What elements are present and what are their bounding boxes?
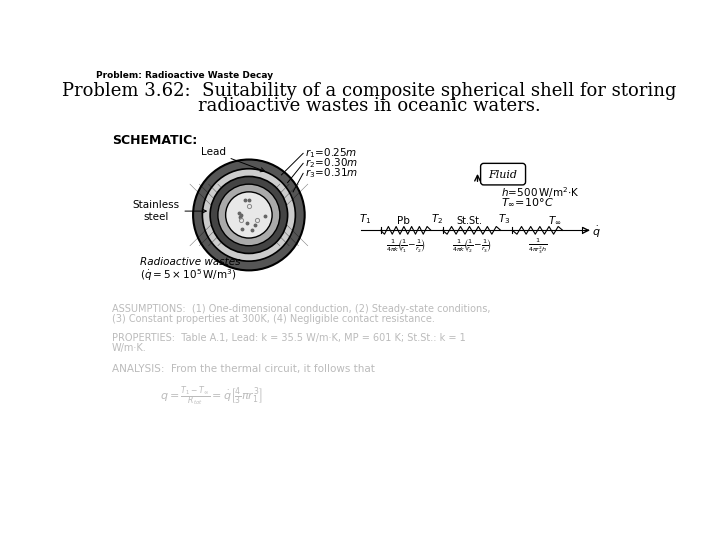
Text: $\frac{1}{4\pi k}\!\left(\!\frac{1}{r_2}\!-\!\frac{1}{r_3}\!\right)$: $\frac{1}{4\pi k}\!\left(\!\frac{1}{r_2}…	[452, 237, 492, 253]
Text: Lead: Lead	[201, 147, 265, 172]
Text: Radioactive wastes: Radioactive wastes	[140, 257, 241, 267]
Text: $T_2$: $T_2$	[431, 213, 444, 226]
Text: Pb: Pb	[397, 217, 410, 226]
Circle shape	[218, 184, 280, 246]
Text: W/m·K.: W/m·K.	[112, 343, 146, 353]
FancyBboxPatch shape	[481, 164, 526, 185]
Text: radioactive wastes in oceanic waters.: radioactive wastes in oceanic waters.	[197, 97, 541, 115]
Text: $T_3$: $T_3$	[498, 213, 510, 226]
Circle shape	[210, 177, 287, 253]
Text: (3) Constant properties at 300K, (4) Negligible contact resistance.: (3) Constant properties at 300K, (4) Neg…	[112, 314, 435, 323]
Text: SCHEMATIC:: SCHEMATIC:	[112, 134, 197, 147]
Circle shape	[225, 192, 272, 238]
Text: $T_1$: $T_1$	[359, 213, 372, 226]
Text: $h\!=\!500\,\mathrm{W/m^2{\cdot}K}$: $h\!=\!500\,\mathrm{W/m^2{\cdot}K}$	[500, 186, 580, 200]
Text: $(\dot{q}=5\times10^5\,\mathrm{W/m^3})$: $(\dot{q}=5\times10^5\,\mathrm{W/m^3})$	[140, 267, 237, 283]
Text: St.St.: St.St.	[456, 217, 482, 226]
Circle shape	[202, 169, 295, 261]
Text: Fluid: Fluid	[489, 170, 518, 180]
Text: $T_{\infty}\!=\!10°C$: $T_{\infty}\!=\!10°C$	[500, 195, 554, 207]
Text: ANALYSIS:  From the thermal circuit, it follows that: ANALYSIS: From the thermal circuit, it f…	[112, 363, 374, 374]
Text: Problem 3.62:  Suitability of a composite spherical shell for storing: Problem 3.62: Suitability of a composite…	[62, 82, 676, 100]
Text: $T_{\infty}$: $T_{\infty}$	[548, 215, 562, 226]
Text: ASSUMPTIONS:  (1) One-dimensional conduction, (2) Steady-state conditions,: ASSUMPTIONS: (1) One-dimensional conduct…	[112, 303, 490, 314]
Text: $r_2\!=\!0.30m$: $r_2\!=\!0.30m$	[305, 157, 358, 170]
Text: Stainless
steel: Stainless steel	[132, 200, 206, 222]
Text: PROPERTIES:  Table A.1, Lead: k = 35.5 W/m·K, MP = 601 K; St.St.: k = 1: PROPERTIES: Table A.1, Lead: k = 35.5 W/…	[112, 333, 465, 343]
Text: $\frac{1}{4\pi k}\!\left(\!\frac{1}{r_1}\!-\!\frac{1}{r_2}\!\right)$: $\frac{1}{4\pi k}\!\left(\!\frac{1}{r_1}…	[387, 237, 426, 253]
Text: $\frac{1}{4\pi r_3^2 h}$: $\frac{1}{4\pi r_3^2 h}$	[528, 237, 548, 256]
Circle shape	[193, 159, 305, 271]
Text: $r_3\!=\!0.31m$: $r_3\!=\!0.31m$	[305, 166, 358, 180]
Text: $q = \frac{T_1 - T_{\infty}}{R_{tot}} = \dot{q}\left[\frac{4}{3}\pi r_1^3\right]: $q = \frac{T_1 - T_{\infty}}{R_{tot}} = …	[160, 384, 262, 408]
Text: $r_1\!=\!0.25m$: $r_1\!=\!0.25m$	[305, 146, 356, 160]
Text: $\dot{q}$: $\dot{q}$	[593, 224, 601, 240]
Text: Problem: Radioactive Waste Decay: Problem: Radioactive Waste Decay	[96, 71, 274, 80]
